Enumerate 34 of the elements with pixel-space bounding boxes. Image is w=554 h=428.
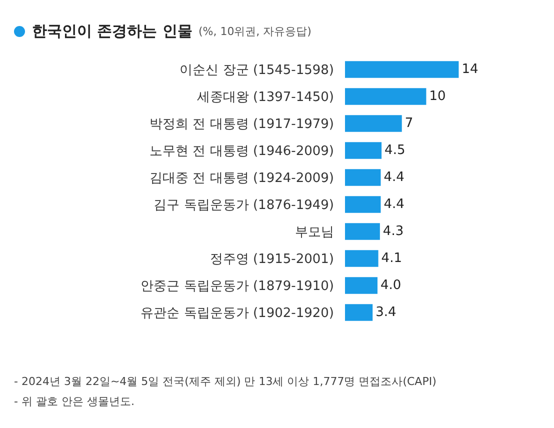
text: - 2024년 3월 22일~4월 5일 전국(제주 제외) 만 13세 이상 1,777명 면접조사(CAPI) [14,374,436,390]
bar [345,142,382,159]
text: - 위 괄호 안은 생몰년도. [14,394,136,410]
text: 한국인이 존경하는 인물 [32,22,192,41]
y-tick-label: 노무현 전 대통령 (1946-2009) [150,144,334,160]
bar [345,277,378,294]
bar [345,169,381,186]
bar [345,223,380,240]
data-label: 14 [462,62,478,77]
y-tick-label: 이순신 장군 (1545-1598) [180,63,334,78]
bar [345,115,402,132]
data-label: 7 [404,116,414,131]
data-label: 4.4 [384,170,404,185]
y-tick-label: 안중근 독립운동가 (1879-1910) [140,279,334,294]
y-tick-label: 정주영 (1915-2001) [210,252,334,268]
y-tick-label: 김구 독립운동가 (1876-1949) [154,198,334,214]
bar [345,304,373,321]
y-tick-label: 유관순 독립운동가 (1902-1920) [140,306,334,322]
bar [345,88,426,105]
data-label: 4.5 [384,143,406,158]
data-label: 3.4 [376,305,396,320]
data-label: 4.0 [380,278,402,293]
bar [345,196,381,213]
data-label: 4.4 [384,197,404,212]
y-tick-label: 김대중 전 대통령 (1924-2009) [150,171,334,186]
text: (%, 10위권, 자유응답) [198,24,312,39]
bar [345,61,459,78]
data-label: 4.3 [382,224,404,239]
y-tick-label: 부모님 [295,225,334,240]
y-tick-label: 박정희 전 대통령 (1917-1979) [150,117,334,132]
data-label: 10 [429,89,446,104]
data-label: 4.1 [381,251,402,266]
bar [345,250,378,267]
y-tick-label: 세종대왕 (1397-1450) [196,90,334,106]
